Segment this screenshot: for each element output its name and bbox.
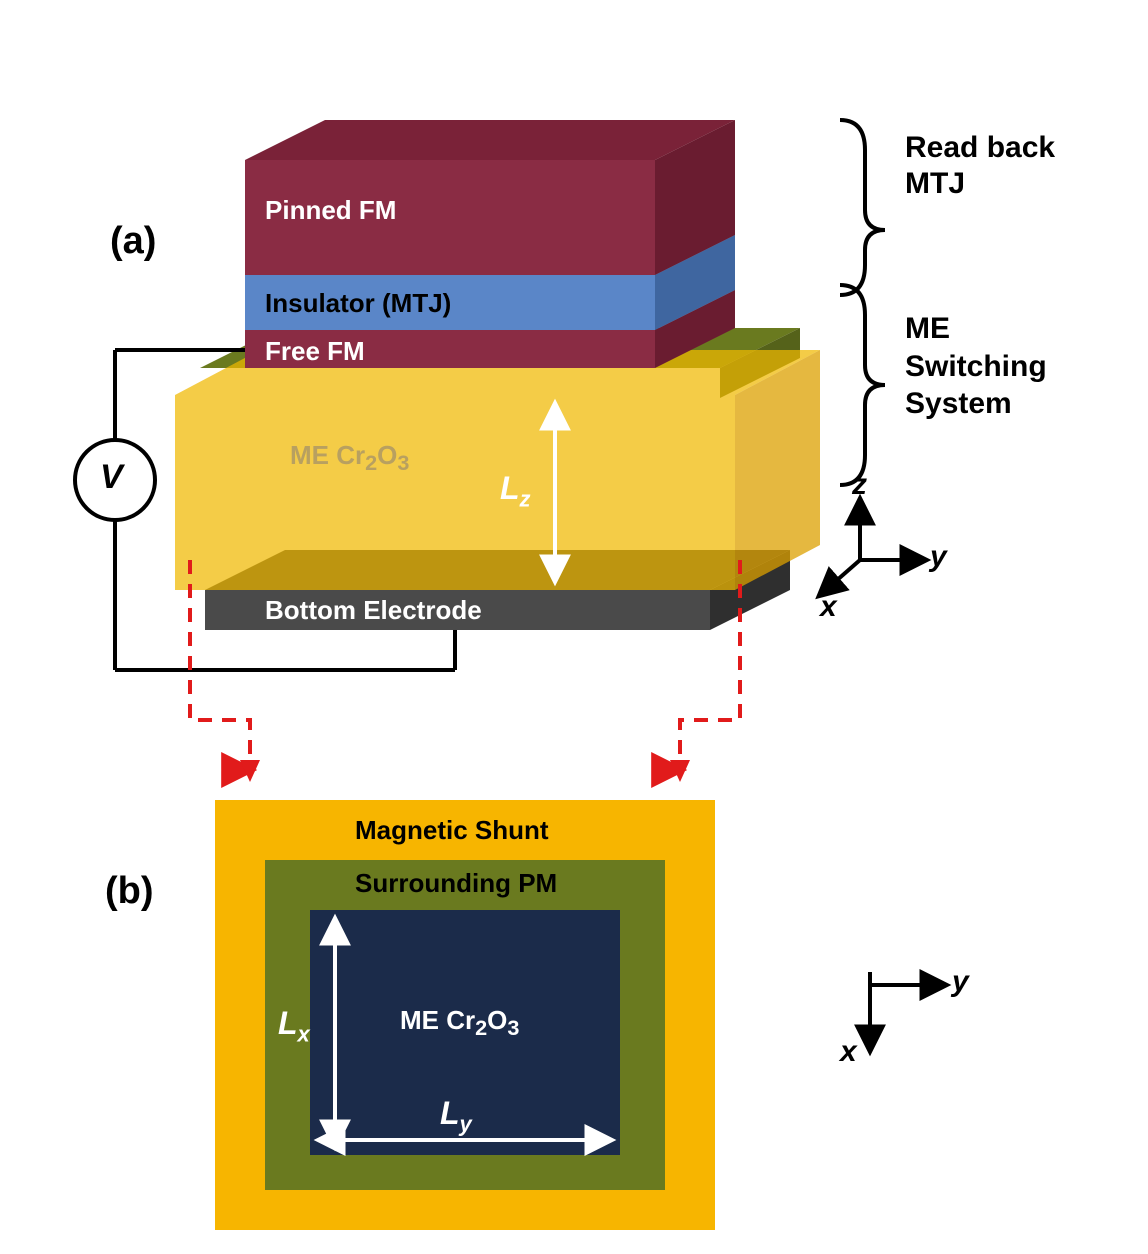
label-me-cr2o3-a: ME Cr2O3 bbox=[290, 440, 409, 476]
layer-me-cr2o3 bbox=[175, 350, 820, 590]
axis-x-b: x bbox=[840, 1035, 857, 1069]
axes-2d bbox=[870, 985, 945, 1050]
brace-me-switching bbox=[840, 285, 885, 485]
bracket-1-line2: MTJ bbox=[905, 167, 965, 200]
label-lx: Lx bbox=[278, 1005, 310, 1047]
axis-z: z bbox=[852, 468, 867, 502]
label-insulator: Insulator (MTJ) bbox=[265, 288, 451, 319]
bracket-2-line3: System bbox=[905, 387, 1012, 420]
panel-a-tag: (a) bbox=[110, 220, 156, 263]
label-me-cr2o3-b: ME Cr2O3 bbox=[400, 1005, 519, 1041]
brace-readback bbox=[840, 120, 885, 295]
bracket-1-line1: Read back bbox=[905, 131, 1055, 164]
bracket-2-text: ME Switching System bbox=[905, 310, 1047, 423]
label-magnetic-shunt: Magnetic Shunt bbox=[355, 815, 549, 846]
axes-3d bbox=[820, 500, 925, 595]
panel-b-tag: (b) bbox=[105, 870, 154, 913]
bracket-2-line2: Switching bbox=[905, 350, 1047, 383]
label-surrounding-pm: Surrounding PM bbox=[355, 868, 557, 899]
label-lz: Lz bbox=[500, 470, 531, 512]
axis-y: y bbox=[930, 540, 947, 574]
label-pinned-fm: Pinned FM bbox=[265, 195, 396, 226]
axis-y-b: y bbox=[952, 965, 969, 999]
bracket-2-line1: ME bbox=[905, 312, 950, 345]
figure-canvas: (a) Pinned FM Insulator (MTJ) Free FM ME… bbox=[0, 0, 1148, 1254]
voltage-label: V bbox=[100, 458, 123, 497]
label-ly: Ly bbox=[440, 1095, 472, 1137]
label-bottom-electrode: Bottom Electrode bbox=[265, 595, 482, 626]
axis-x: x bbox=[820, 590, 837, 624]
label-free-fm: Free FM bbox=[265, 336, 365, 367]
bracket-1-text: Read back MTJ bbox=[905, 130, 1055, 202]
